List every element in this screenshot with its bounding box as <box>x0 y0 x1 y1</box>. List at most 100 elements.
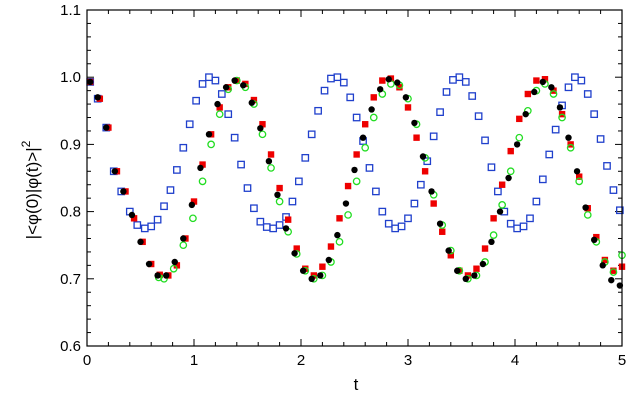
data-point <box>154 272 161 279</box>
data-point <box>404 214 412 223</box>
data-point <box>376 86 384 93</box>
data-point <box>275 221 284 229</box>
data-point <box>601 256 609 264</box>
data-point <box>455 73 464 82</box>
data-point <box>378 207 387 216</box>
data-point <box>173 166 181 174</box>
data-point <box>269 224 278 233</box>
data-point <box>293 245 300 252</box>
data-point <box>385 76 392 83</box>
data-point <box>461 78 470 86</box>
data-point <box>145 260 153 268</box>
data-point <box>334 231 341 239</box>
data-point <box>185 120 194 129</box>
data-point <box>335 237 344 246</box>
data-point <box>515 133 524 142</box>
data-point <box>180 235 187 242</box>
y-tick-label: 0.9 <box>60 136 81 153</box>
x-axis-title: t <box>354 375 359 394</box>
data-point <box>564 83 573 92</box>
data-point <box>169 264 178 273</box>
data-point <box>327 74 335 83</box>
data-point <box>198 80 207 88</box>
data-point <box>94 94 101 101</box>
data-point <box>533 77 540 84</box>
data-point <box>391 224 400 233</box>
data-point <box>556 104 564 111</box>
data-point <box>573 168 581 175</box>
data-point <box>284 216 292 223</box>
data-point <box>189 214 197 223</box>
data-point <box>548 84 555 91</box>
data-point <box>369 113 378 122</box>
data-point <box>222 84 230 91</box>
data-point <box>166 186 175 194</box>
data-point <box>513 141 521 148</box>
data-point <box>250 204 258 213</box>
data-point <box>609 186 618 194</box>
data-point <box>608 276 615 284</box>
data-point <box>215 110 224 119</box>
data-point <box>436 108 444 116</box>
data-point <box>513 224 521 233</box>
data-point <box>288 197 297 206</box>
data-point <box>207 140 215 149</box>
y-axis-title-superscript: 2 <box>19 140 33 147</box>
data-point <box>319 263 326 270</box>
data-point <box>541 76 549 83</box>
data-point <box>439 228 446 235</box>
y-tick-label: 0.7 <box>60 271 81 288</box>
data-point <box>474 112 483 121</box>
data-point <box>160 202 168 211</box>
data-point <box>256 217 265 226</box>
data-point <box>346 93 355 102</box>
data-point <box>299 267 307 274</box>
data-point <box>258 130 267 139</box>
y-tick-label: 0.6 <box>60 338 81 355</box>
data-point <box>361 143 370 152</box>
data-point <box>549 90 558 98</box>
data-point <box>583 211 592 219</box>
data-point <box>197 164 204 172</box>
data-point <box>442 88 451 96</box>
data-point <box>538 175 547 184</box>
data-point <box>558 113 566 122</box>
y-axis-title-main: |<φ(0)|φ(t)>| <box>23 147 42 239</box>
data-point <box>490 215 497 222</box>
data-point <box>198 177 207 186</box>
data-point <box>566 143 575 152</box>
data-point <box>449 76 457 84</box>
data-point <box>479 260 487 268</box>
data-point <box>317 272 324 279</box>
data-point <box>276 184 283 192</box>
data-point <box>421 168 429 175</box>
data-point <box>333 73 342 82</box>
data-point <box>430 200 437 207</box>
data-point <box>162 272 170 279</box>
x-tick-label: 1 <box>190 352 198 369</box>
data-point <box>344 182 352 190</box>
data-point <box>87 78 94 86</box>
data-point <box>205 131 213 138</box>
data-point <box>342 200 350 207</box>
data-point <box>147 222 156 231</box>
series-open-circle <box>154 76 626 283</box>
data-point <box>506 167 515 176</box>
x-tick-label: 4 <box>511 352 519 369</box>
data-point <box>436 220 444 227</box>
data-point <box>473 265 480 272</box>
data-point <box>590 236 598 244</box>
x-tick-label: 5 <box>618 352 626 369</box>
data-point <box>596 135 605 143</box>
data-point <box>576 173 583 180</box>
data-point <box>133 221 142 229</box>
data-point <box>190 198 198 205</box>
data-point <box>205 73 213 82</box>
data-point <box>211 76 220 85</box>
data-point <box>274 191 281 198</box>
data-point <box>396 84 403 91</box>
data-point <box>416 180 425 189</box>
data-point <box>583 90 592 98</box>
data-point <box>402 94 410 101</box>
data-point <box>487 163 496 172</box>
